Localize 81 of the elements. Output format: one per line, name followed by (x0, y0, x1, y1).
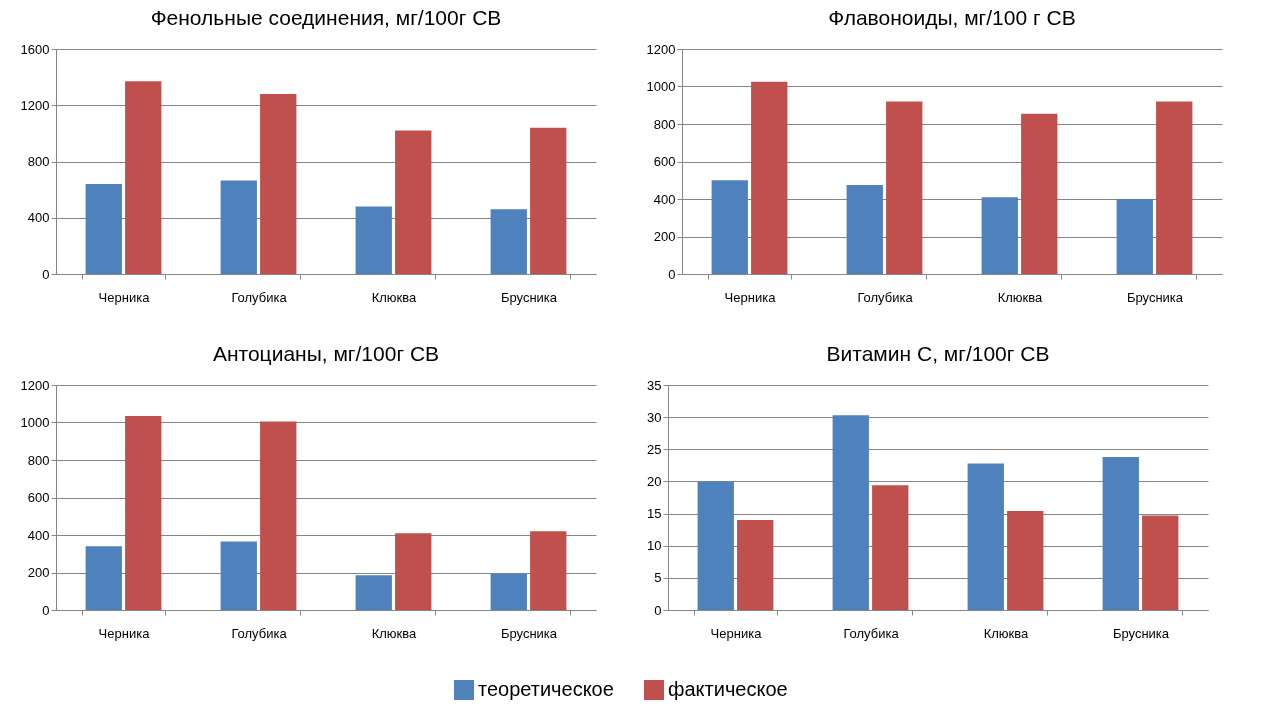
bar (395, 130, 432, 274)
y-tick-label: 600 (27, 490, 50, 505)
bar (1102, 457, 1139, 610)
x-tick-label: Черника (98, 625, 151, 641)
y-tick-label: 1200 (20, 97, 50, 113)
bar (395, 533, 432, 610)
x-tick-label: Брусника (1112, 625, 1170, 641)
bar (886, 101, 923, 274)
bar (125, 415, 162, 610)
bar (355, 206, 392, 274)
x-tick-label: Черника (98, 289, 151, 305)
bar (832, 415, 869, 610)
x-tick-label: Черника (724, 289, 777, 305)
y-tick-label: 200 (27, 565, 50, 580)
x-tick-label: Голубика (843, 625, 900, 641)
bar (220, 180, 257, 274)
y-tick-label: 15 (647, 506, 662, 522)
y-tick-label: 5 (654, 570, 662, 586)
legend-label: фактическое (668, 678, 788, 700)
bar (751, 81, 788, 274)
bar (490, 573, 527, 610)
bar (490, 209, 527, 274)
y-tick-label: 1200 (646, 41, 676, 57)
y-tick-label: 400 (27, 210, 50, 226)
x-tick-label: Черника (710, 625, 763, 641)
bar (1007, 511, 1044, 610)
bar (125, 81, 162, 274)
chart-title: Флавоноиды, мг/100 г СВ (828, 6, 1076, 29)
x-tick-label: Брусника (500, 289, 558, 305)
y-tick-label: 0 (668, 266, 676, 282)
y-tick-label: 20 (647, 473, 662, 489)
bar (85, 184, 122, 274)
bar (530, 531, 567, 610)
y-tick-label: 10 (647, 538, 662, 554)
bar (1156, 101, 1193, 274)
bar (697, 481, 734, 610)
bar (872, 485, 909, 610)
bar (967, 463, 1004, 610)
bar (530, 127, 567, 274)
bar (1021, 113, 1058, 274)
bar (355, 575, 392, 610)
x-tick-label: Клюква (983, 625, 1030, 641)
chart-title: Витамин С, мг/100г СВ (826, 342, 1050, 365)
bar (1116, 199, 1153, 274)
y-tick-label: 1600 (20, 41, 50, 57)
y-tick-label: 200 (653, 229, 676, 244)
bar (260, 421, 297, 610)
bar (260, 94, 297, 274)
y-tick-label: 400 (27, 527, 50, 543)
y-tick-label: 35 (647, 377, 662, 393)
y-tick-label: 600 (653, 154, 676, 169)
y-tick-label: 0 (654, 602, 662, 618)
chart-title: Фенольные соединения, мг/100г СВ (150, 6, 502, 29)
bar (737, 520, 774, 610)
y-tick-label: 25 (647, 441, 662, 457)
y-tick-label: 0 (42, 266, 50, 282)
chart-title: Антоцианы, мг/100г СВ (212, 342, 440, 365)
x-tick-label: Брусника (500, 625, 558, 641)
bar (85, 546, 122, 610)
y-tick-label: 800 (653, 116, 676, 132)
bar (711, 180, 748, 274)
y-tick-label: 1200 (20, 377, 50, 393)
x-tick-label: Клюква (371, 289, 418, 305)
y-tick-label: 800 (27, 452, 50, 468)
bar (981, 197, 1018, 274)
y-tick-label: 0 (42, 602, 50, 618)
x-tick-label: Клюква (997, 289, 1044, 305)
legend-label: теоретическое (478, 678, 614, 700)
bar (1142, 515, 1179, 610)
x-tick-label: Брусника (1126, 289, 1184, 305)
bar (846, 184, 883, 274)
bar (220, 541, 257, 610)
y-tick-label: 800 (27, 154, 50, 169)
x-tick-label: Голубика (231, 625, 288, 641)
x-tick-label: Клюква (371, 625, 418, 641)
y-tick-label: 400 (653, 191, 676, 207)
x-tick-label: Голубика (857, 289, 914, 305)
y-tick-label: 1000 (20, 415, 50, 430)
y-tick-label: 30 (647, 409, 662, 425)
x-tick-label: Голубика (231, 289, 288, 305)
y-tick-label: 1000 (646, 79, 676, 94)
